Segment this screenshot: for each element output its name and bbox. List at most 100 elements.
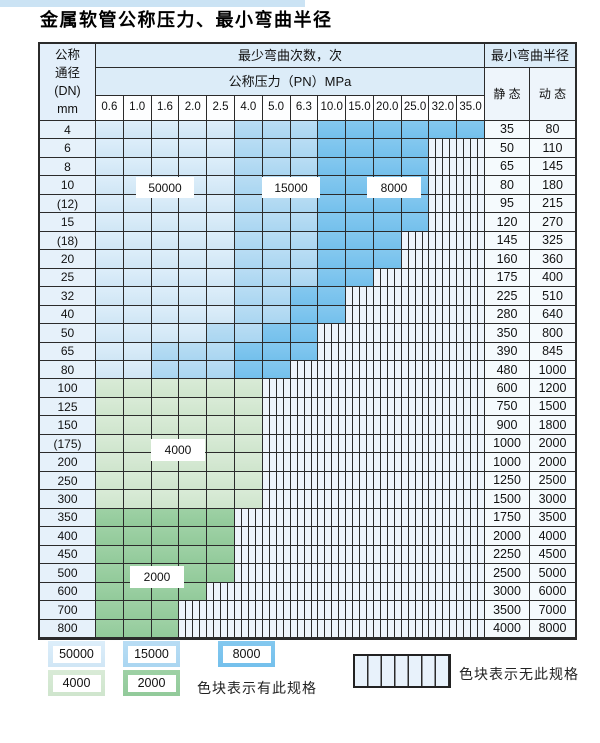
spec-cell (234, 434, 263, 454)
spec-cell (179, 471, 208, 491)
dn-label: 800 (40, 619, 96, 638)
spec-cell (290, 287, 319, 306)
pressure-tick: 25.0 (401, 96, 430, 121)
spec-cell (96, 379, 124, 398)
spec-cell (179, 416, 208, 435)
dynamic-value: 215 (530, 194, 575, 214)
dynamic-value: 3000 (530, 490, 575, 509)
spec-cell (290, 139, 319, 158)
no-spec-cell (373, 416, 402, 435)
pressure-tick: 35.0 (457, 96, 485, 121)
band-label-4000: 4000 (151, 439, 205, 461)
spec-cell (373, 231, 402, 251)
dn-label: 125 (40, 397, 96, 417)
spec-cell (346, 268, 374, 288)
no-spec-cell (346, 342, 374, 362)
legend-swatch-4000: 4000 (48, 670, 105, 696)
no-spec-cell (401, 231, 430, 251)
dynamic-value: 1800 (530, 416, 575, 435)
no-spec-cell (290, 527, 319, 546)
spec-cell (318, 305, 347, 325)
spec-cell (123, 397, 152, 417)
spec-cell (179, 287, 208, 306)
no-spec-cell (401, 379, 430, 398)
no-spec-cell (262, 564, 291, 583)
legend-no-spec-text: 色块表示无此规格 (459, 666, 579, 682)
no-spec-cell (401, 268, 430, 288)
no-spec-cell (457, 139, 485, 158)
spec-cell (151, 471, 180, 491)
spec-cell (318, 157, 347, 177)
no-spec-cell (290, 379, 319, 398)
no-spec-cell (401, 490, 430, 509)
static-value: 4000 (485, 619, 530, 638)
no-spec-cell (373, 287, 402, 306)
spec-cell (262, 250, 291, 269)
spec-cell (123, 194, 152, 214)
spec-cell (207, 157, 235, 177)
spec-cell (318, 139, 347, 158)
band-label-15000: 15000 (262, 177, 320, 198)
dynamic-value: 80 (530, 121, 575, 140)
spec-cell (123, 361, 152, 380)
spec-cell (123, 490, 152, 509)
spec-cell (234, 157, 263, 177)
no-spec-cell (262, 397, 291, 417)
spec-cell (207, 508, 235, 528)
no-spec-cell (401, 287, 430, 306)
spec-cell (151, 194, 180, 214)
no-spec-cell (234, 527, 263, 546)
spec-cell (123, 471, 152, 491)
spec-cell (234, 324, 263, 343)
dynamic-value: 640 (530, 305, 575, 325)
spec-cell (346, 157, 374, 177)
spec-cell (401, 121, 430, 140)
spec-cell (96, 157, 124, 177)
no-spec-cell (318, 379, 347, 398)
no-spec-cell (290, 545, 319, 565)
page-title: 金属软管公称压力、最小弯曲半径 (40, 10, 333, 31)
dn-label: 6 (40, 139, 96, 158)
spec-cell (179, 268, 208, 288)
no-spec-cell (401, 434, 430, 454)
no-spec-cell (457, 157, 485, 177)
spec-cell (123, 305, 152, 325)
legend-swatch-8000: 8000 (218, 641, 275, 667)
no-spec-cell (318, 471, 347, 491)
static-value: 1250 (485, 471, 530, 491)
spec-cell (290, 250, 319, 269)
no-spec-cell (346, 453, 374, 472)
static-value: 750 (485, 397, 530, 417)
no-spec-cell (318, 342, 347, 362)
spec-cell (151, 213, 180, 232)
no-spec-cell (318, 545, 347, 565)
no-spec-cell (401, 361, 430, 380)
no-spec-cell (457, 527, 485, 546)
spec-cell (179, 490, 208, 509)
spec-cell (123, 619, 152, 638)
no-spec-cell (457, 471, 485, 491)
pressure-tick: 0.6 (96, 96, 124, 121)
dynamic-value: 3500 (530, 508, 575, 528)
static-value: 2500 (485, 564, 530, 583)
no-spec-cell (401, 601, 430, 620)
no-spec-cell (262, 619, 291, 638)
no-spec-cell (346, 564, 374, 583)
no-spec-cell (373, 379, 402, 398)
spec-cell (207, 416, 235, 435)
no-spec-cell (401, 416, 430, 435)
dn-label: 400 (40, 527, 96, 546)
no-spec-cell (401, 342, 430, 362)
no-spec-cell (373, 434, 402, 454)
no-spec-cell (457, 397, 485, 417)
spec-cell (234, 453, 263, 472)
spec-cell (234, 194, 263, 214)
pressure-tick: 2.5 (207, 96, 235, 121)
spec-cell (179, 564, 208, 583)
no-spec-cell (318, 416, 347, 435)
spec-cell (151, 490, 180, 509)
no-spec-cell (429, 582, 458, 602)
static-value: 900 (485, 416, 530, 435)
no-spec-cell (346, 416, 374, 435)
spec-cell (96, 287, 124, 306)
